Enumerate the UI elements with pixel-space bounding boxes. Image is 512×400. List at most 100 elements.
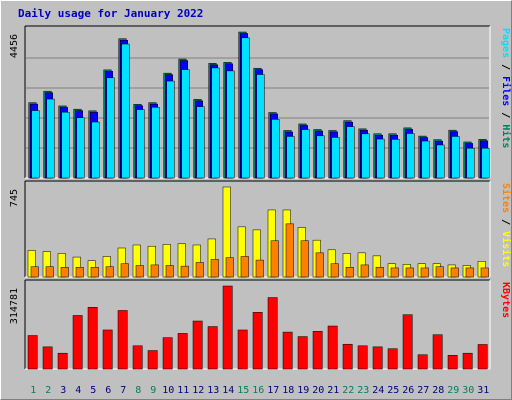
bar-kbytes-day-27 — [417, 354, 428, 370]
x-tick-label: 5 — [90, 385, 96, 396]
bar-kbytes-day-25 — [387, 348, 398, 370]
bar-kbytes-day-16 — [252, 312, 263, 370]
x-tick-label: 16 — [252, 385, 264, 396]
bar-kbytes-day-31 — [477, 344, 488, 370]
bar-pages-day-28 — [436, 144, 445, 179]
bar-kbytes-day-21 — [327, 325, 338, 370]
bar-sites-day-17 — [270, 240, 279, 278]
x-tick-label: 13 — [207, 385, 219, 396]
bar-kbytes-day-14 — [222, 285, 233, 370]
bar-kbytes-day-2 — [42, 346, 53, 370]
bar-sites-day-21 — [330, 263, 339, 278]
x-tick-label: 22 — [342, 385, 354, 396]
x-tick-label: 7 — [120, 385, 126, 396]
bar-sites-day-5 — [90, 267, 99, 278]
bar-sites-day-29 — [450, 267, 459, 278]
x-tick-label: 8 — [135, 385, 141, 396]
legend-separator: / — [500, 58, 511, 76]
bar-sites-day-12 — [195, 262, 204, 278]
x-tick-label: 31 — [477, 385, 489, 396]
bar-sites-day-24 — [375, 267, 384, 278]
x-tick-label: 19 — [297, 385, 309, 396]
bar-pages-day-13 — [211, 67, 220, 179]
bar-pages-day-14 — [226, 70, 235, 179]
y-max-label: 314781 — [9, 288, 20, 324]
legend-visits: Visits — [500, 231, 512, 267]
bar-sites-day-11 — [180, 265, 189, 278]
bar-sites-day-7 — [120, 263, 129, 278]
bar-kbytes-day-30 — [462, 352, 473, 370]
bar-pages-day-27 — [421, 140, 430, 179]
bar-kbytes-day-29 — [447, 355, 458, 370]
bar-sites-day-26 — [405, 267, 414, 278]
x-tick-label: 10 — [162, 385, 174, 396]
bar-pages-day-24 — [376, 138, 385, 179]
bar-sites-day-16 — [255, 259, 264, 278]
bar-kbytes-day-24 — [372, 346, 383, 370]
bar-sites-day-18 — [285, 223, 294, 278]
bar-pages-day-10 — [166, 80, 175, 179]
bar-sites-day-25 — [390, 267, 399, 278]
legend-pages: Pages — [500, 28, 511, 58]
bar-pages-day-15 — [241, 37, 250, 179]
x-tick-label: 2 — [45, 385, 51, 396]
bar-kbytes-day-13 — [207, 326, 218, 370]
bar-sites-day-1 — [30, 266, 39, 278]
bar-pages-day-20 — [316, 135, 325, 179]
x-tick-label: 9 — [150, 385, 156, 396]
bar-pages-day-22 — [346, 126, 355, 179]
x-tick-label: 18 — [282, 385, 294, 396]
legend-sites: Sites — [500, 183, 512, 213]
bar-sites-day-23 — [360, 264, 369, 278]
x-tick-label: 25 — [387, 385, 399, 396]
bar-sites-day-8 — [135, 265, 144, 278]
bar-kbytes-day-8 — [132, 345, 143, 370]
bar-kbytes-day-9 — [147, 350, 158, 370]
bar-pages-day-11 — [181, 69, 190, 179]
x-tick-label: 1 — [30, 385, 36, 396]
x-tick-label: 6 — [105, 385, 111, 396]
bar-kbytes-day-20 — [312, 331, 323, 370]
bar-sites-day-20 — [315, 252, 324, 278]
bar-kbytes-day-18 — [282, 331, 293, 370]
bar-kbytes-day-5 — [87, 307, 98, 370]
bar-sites-day-9 — [150, 264, 159, 278]
bar-pages-day-12 — [196, 106, 205, 179]
legend-hits: Hits — [500, 124, 512, 148]
bar-kbytes-day-1 — [27, 335, 38, 370]
bar-pages-day-2 — [46, 98, 55, 179]
bar-kbytes-day-7 — [117, 310, 128, 370]
legend-separator: / — [500, 213, 511, 231]
x-tick-label: 15 — [237, 385, 249, 396]
bar-kbytes-day-19 — [297, 336, 308, 370]
bar-sites-day-27 — [420, 267, 429, 278]
bar-pages-day-18 — [286, 136, 295, 179]
bar-kbytes-day-4 — [72, 315, 83, 370]
bar-pages-day-4 — [76, 117, 85, 179]
bar-sites-day-14 — [225, 257, 234, 278]
bar-sites-day-13 — [210, 259, 219, 278]
legend-visits-sites: Sites / Visits — [500, 183, 512, 267]
legend-hits-files-pages: Pages / Files / Hits — [500, 28, 512, 148]
legend-separator: / — [500, 106, 511, 124]
bar-sites-day-30 — [465, 267, 474, 278]
bar-pages-day-6 — [106, 77, 115, 179]
x-tick-label: 17 — [267, 385, 279, 396]
bar-kbytes-day-12 — [192, 320, 203, 370]
bar-kbytes-day-28 — [432, 334, 443, 370]
bar-kbytes-day-23 — [357, 345, 368, 370]
bar-sites-day-28 — [435, 266, 444, 278]
bar-pages-day-8 — [136, 109, 145, 179]
bar-sites-day-10 — [165, 265, 174, 278]
bar-pages-day-29 — [451, 136, 460, 179]
bar-pages-day-19 — [301, 129, 310, 179]
bar-sites-day-6 — [105, 266, 114, 278]
x-tick-label: 14 — [222, 385, 234, 396]
bar-kbytes-day-11 — [177, 333, 188, 370]
legend-files: Files — [500, 76, 512, 106]
bar-sites-day-2 — [45, 266, 54, 278]
x-tick-label: 29 — [447, 385, 459, 396]
bar-sites-day-19 — [300, 240, 309, 278]
x-tick-label: 11 — [177, 385, 189, 396]
